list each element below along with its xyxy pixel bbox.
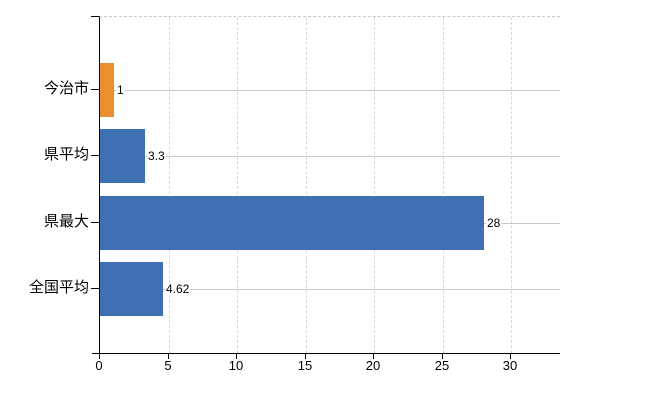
category-gridline — [100, 289, 560, 290]
category-gridline — [100, 90, 560, 91]
vertical-gridline — [443, 17, 444, 353]
x-axis-tick-label: 15 — [297, 358, 313, 373]
x-axis-tick-label: 30 — [502, 358, 518, 373]
value-label: 4.62 — [165, 282, 191, 296]
y-axis-tick — [91, 222, 99, 223]
plot-area: 1 3.3 28 4.62 — [99, 16, 560, 354]
x-axis-tick — [236, 354, 237, 359]
y-axis-tick — [91, 288, 99, 289]
y-axis-tick — [91, 155, 99, 156]
y-axis-top-tick — [91, 16, 99, 17]
x-axis-tick — [305, 354, 306, 359]
x-axis-tick-label: 10 — [228, 358, 244, 373]
vertical-gridline — [237, 17, 238, 353]
x-axis-tick-label: 25 — [434, 358, 450, 373]
vertical-gridline — [374, 17, 375, 353]
bar — [100, 63, 114, 117]
x-axis-tick — [510, 354, 511, 359]
bar — [100, 196, 484, 250]
x-axis-extension — [92, 353, 99, 354]
x-axis-tick — [99, 354, 100, 359]
x-axis-tick-label: 0 — [95, 358, 103, 373]
category-label: 全国平均 — [28, 279, 89, 296]
vertical-gridline — [511, 17, 512, 353]
category-label: 県平均 — [43, 146, 89, 163]
value-label: 28 — [486, 216, 502, 230]
x-axis-tick-label: 20 — [365, 358, 381, 373]
value-label: 1 — [116, 83, 125, 97]
category-label: 県最大 — [43, 213, 89, 230]
category-label: 今治市 — [43, 80, 89, 97]
x-axis-tick-label: 5 — [164, 358, 172, 373]
y-axis-tick — [91, 89, 99, 90]
bar — [100, 262, 163, 316]
x-axis-tick — [442, 354, 443, 359]
vertical-gridline — [169, 17, 170, 353]
vertical-gridline — [306, 17, 307, 353]
value-label: 3.3 — [147, 149, 166, 163]
category-gridline — [100, 156, 560, 157]
x-axis-tick — [168, 354, 169, 359]
x-axis-tick — [373, 354, 374, 359]
bar — [100, 129, 145, 183]
